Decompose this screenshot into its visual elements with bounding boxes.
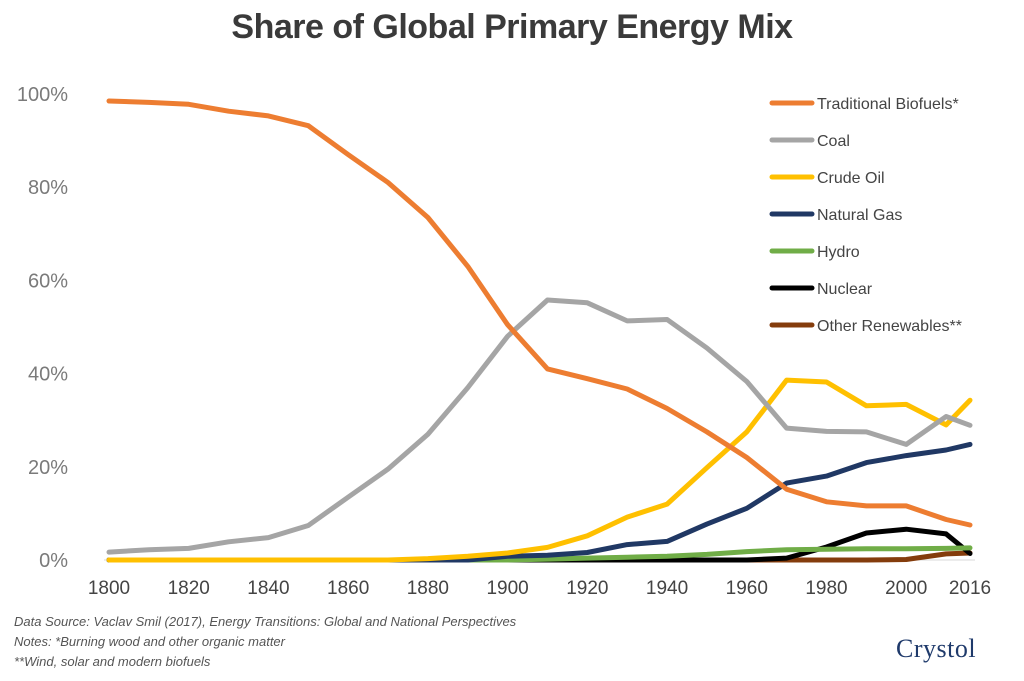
legend: Traditional Biofuels* Coal Crude Oil Natura… xyxy=(769,96,962,335)
chart-notes: Data Source: Vaclav Smil (2017), Energy … xyxy=(14,612,516,672)
data-source-note: Data Source: Vaclav Smil (2017), Energy … xyxy=(14,614,517,629)
series-line-crude-oil xyxy=(106,377,973,563)
x-tick-label: 2016 xyxy=(949,578,991,599)
legend-label: Hydro xyxy=(817,244,860,261)
x-tick-label: 1840 xyxy=(247,578,289,599)
x-tick-label: 1940 xyxy=(646,578,688,599)
x-tick-label: 1820 xyxy=(168,578,210,599)
chart-title: Share of Global Primary Energy Mix xyxy=(231,8,793,46)
series-line-coal xyxy=(106,297,973,555)
legend-label: Other Renewables** xyxy=(817,318,962,335)
legend-label: Coal xyxy=(817,133,850,150)
x-tick-label: 1880 xyxy=(407,578,449,599)
y-tick-label: 80% xyxy=(28,177,68,199)
legend-label: Natural Gas xyxy=(817,207,902,224)
x-tick-label: 1980 xyxy=(805,578,847,599)
x-tick-label: 1860 xyxy=(327,578,369,599)
y-tick-label: 40% xyxy=(28,364,68,386)
x-tick-label: 1800 xyxy=(88,578,130,599)
y-tick-label: 20% xyxy=(28,457,68,479)
crystol-logo: Crystol xyxy=(896,634,1006,670)
series-line-traditional-biofuels xyxy=(106,98,973,528)
x-tick-label: 1900 xyxy=(486,578,528,599)
axes: 0% 20% 40% 60% 80% 100% 1800 1820 1840 1860 1880 19… xyxy=(17,84,991,599)
logo-text: Crystol xyxy=(896,634,977,663)
x-tick-label: 2000 xyxy=(885,578,927,599)
y-tick-label: 60% xyxy=(28,270,68,292)
x-tick-label: 1960 xyxy=(726,578,768,599)
y-tick-label: 100% xyxy=(17,84,68,106)
x-tick-label: 1920 xyxy=(566,578,608,599)
legend-label: Nuclear xyxy=(817,281,873,298)
footnote-renewables: **Wind, solar and modern biofuels xyxy=(14,654,211,669)
y-tick-label: 0% xyxy=(39,550,68,572)
footnote-biofuels: Notes: *Burning wood and other organic m… xyxy=(14,634,285,649)
legend-label: Crude Oil xyxy=(817,170,885,187)
series-lines xyxy=(106,98,973,563)
legend-label: Traditional Biofuels* xyxy=(817,96,959,113)
